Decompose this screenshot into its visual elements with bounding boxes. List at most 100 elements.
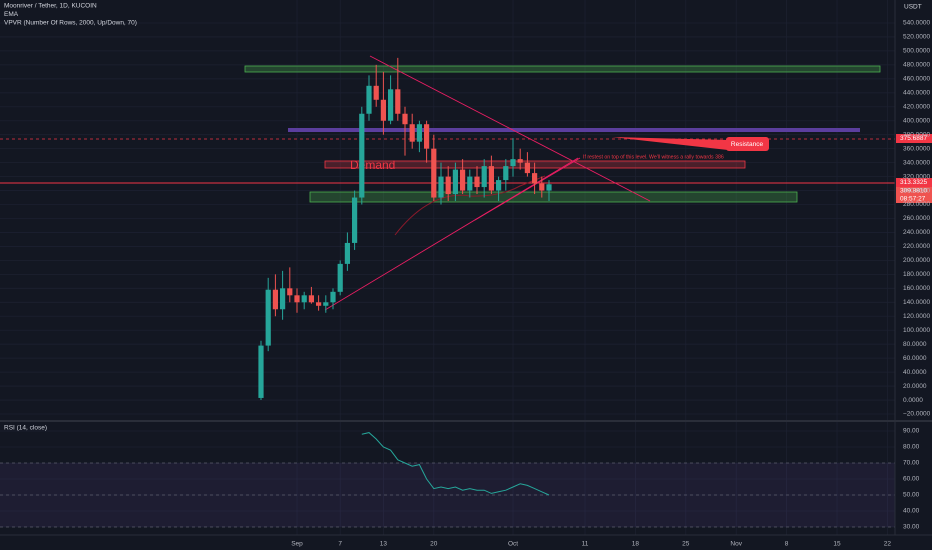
trend-line [474,157,581,221]
candle-body [352,197,358,243]
candle-body [496,180,502,191]
y-tick-label: 420.0000 [903,103,930,110]
rsi-line [361,432,550,496]
candle-body [402,113,408,125]
y-tick-label: 400.0000 [903,117,930,124]
y-tick-label: 80.00 [903,444,920,451]
x-tick-label: 13 [380,541,388,548]
x-tick-label: 22 [884,541,892,548]
x-tick-label: 18 [632,541,640,548]
y-tick-label: 480.0000 [903,62,930,69]
note: If restest on top of this level. We'll w… [583,154,724,160]
candle-body [388,89,394,121]
y-tick-label: 540.0000 [903,20,930,27]
candle-body [460,169,466,191]
candle-body [510,159,516,167]
y-tick-label: 440.0000 [903,90,930,97]
resistance-label: Resistance [731,141,764,148]
y-tick-label: 300.0000 [903,187,930,194]
price-tag [896,187,932,203]
y-tick-label: 0.0000 [903,397,923,404]
candle-body [316,302,322,306]
candle-body [344,242,350,264]
candle-body [431,148,437,198]
candle-body [467,176,473,191]
candle-body [380,99,386,121]
y-tick-label: 50.00 [903,492,920,499]
candle-body [438,176,444,198]
rsi-title: RSI (14, close) [4,425,47,432]
candle-body [546,184,552,191]
support-zone [309,191,798,203]
y-tick-label: 120.0000 [903,313,930,320]
x-tick-label: 11 [582,541,589,548]
y-tick-label: 380.0000 [903,131,930,138]
trend-line [369,55,651,202]
currency: USDT [904,4,922,11]
y-tick-label: 260.0000 [903,215,930,222]
candle-body [517,159,523,163]
price-tag [896,134,932,143]
candle-body [445,176,451,195]
candle-body [481,166,487,188]
purple-zone [288,128,860,132]
candle-body [301,295,307,303]
candle-body [373,85,379,100]
y-tick-label: 360.0000 [903,145,930,152]
candle-body [395,89,401,114]
y-tick-label: 520.0000 [903,34,930,41]
candle-body [258,345,264,398]
y-tick-label: 180.0000 [903,271,930,278]
price-tag-text: 313.3325 [900,179,927,186]
candle-body [416,124,422,142]
candle-body [424,124,430,149]
demand-label: Demand [350,158,395,172]
y-tick-label: 220.0000 [903,243,930,250]
x-tick-label: Nov [730,541,742,548]
candle-body [359,113,365,198]
y-tick-label: 340.0000 [903,159,930,166]
candle-body [265,289,271,346]
y-tick-label: 100.0000 [903,327,930,334]
candle-body [409,124,415,142]
x-tick-label: 25 [682,541,690,548]
y-tick-label: 160.0000 [903,285,930,292]
y-tick-label: 500.0000 [903,48,930,55]
candle-body [323,302,329,306]
y-tick-label: 140.0000 [903,299,930,306]
countdown: 08:57:27 [900,196,926,203]
y-tick-label: 40.00 [903,508,920,515]
candle-body [294,295,300,303]
y-tick-label: 20.0000 [903,383,927,390]
vpvr-legend: VPVR (Number Of Rows, 2000, Up/Down, 70) [4,20,137,27]
x-tick-label: 7 [338,541,342,548]
symbol-title: Moonriver / Tether, 1D, KUCOIN [4,3,97,10]
candle-body [287,288,293,296]
y-tick-label: 70.00 [903,460,920,467]
price-tag-text: 375.6887 [900,135,927,142]
candle-body [330,291,336,303]
y-tick-label: 40.0000 [903,369,927,376]
y-tick-label: 280.0000 [903,201,930,208]
y-tick-label: 60.0000 [903,355,927,362]
x-tick-label: 8 [785,541,789,548]
callout-tail [612,137,728,150]
price-tag-text: 309.8810 [900,188,927,195]
y-tick-label: 80.0000 [903,341,927,348]
candle-body [280,288,286,310]
y-tick-label: 200.0000 [903,257,930,264]
candle-body [272,289,278,310]
candle-body [308,295,314,303]
candle-body [474,176,480,188]
candle-body [539,183,545,191]
candle-body [337,263,343,292]
y-tick-label: 60.00 [903,476,920,483]
x-tick-label: 15 [833,541,841,548]
candle-body [488,166,494,191]
x-tick-label: Oct [508,541,518,548]
y-tick-label: 90.00 [903,428,920,435]
x-tick-label: Sep [291,541,303,548]
price-tag [896,178,932,187]
